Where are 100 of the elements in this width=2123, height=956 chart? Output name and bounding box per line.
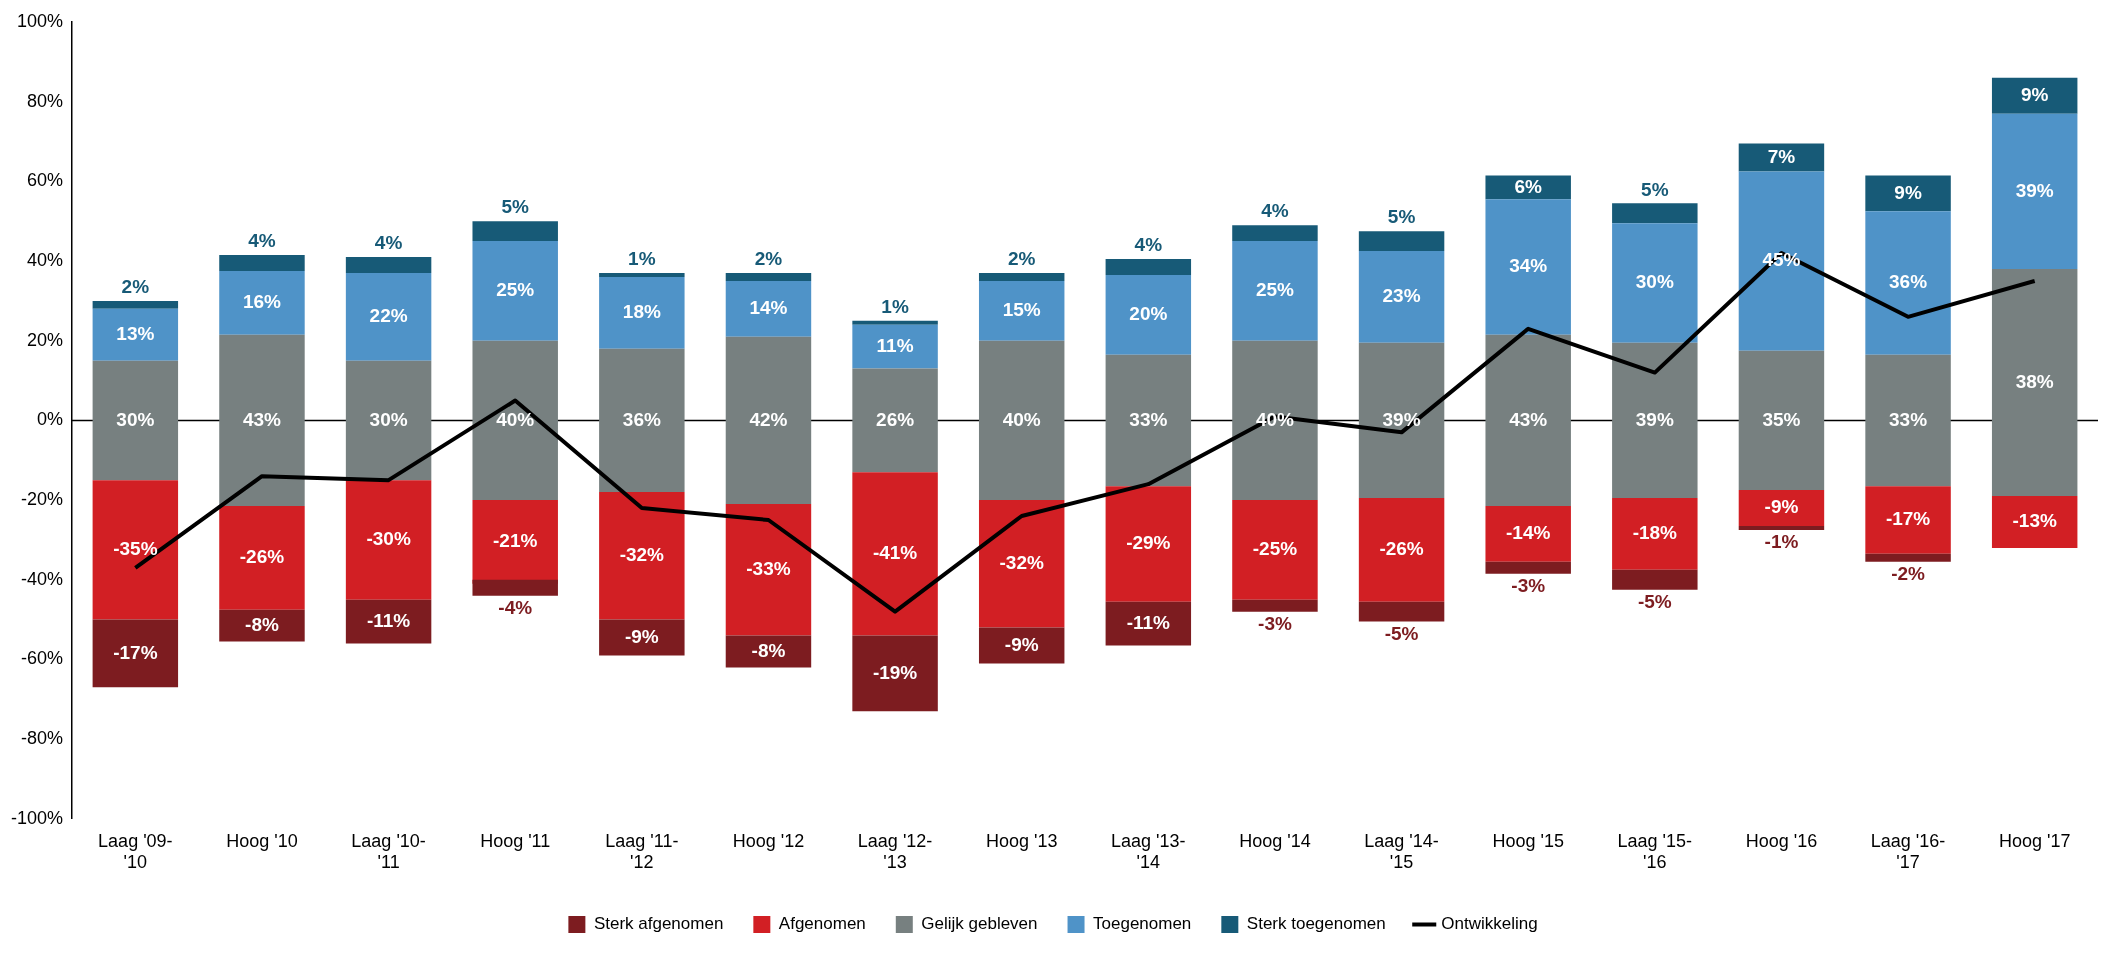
data-label: -41%: [872, 542, 918, 564]
data-label: 36%: [622, 408, 661, 430]
data-label: 4%: [374, 232, 403, 254]
data-label: 40%: [1002, 408, 1041, 430]
x-tick-label: Laag '13-'14: [1111, 830, 1186, 873]
data-label: -3%: [1258, 612, 1292, 634]
data-label: -21%: [493, 530, 538, 552]
data-label: 13%: [116, 322, 155, 344]
x-tick-label: Hoog '11: [480, 830, 551, 851]
data-label: 30%: [369, 408, 408, 430]
data-label: -1%: [1764, 531, 1799, 553]
y-tick-label: 80%: [27, 90, 64, 111]
data-label: -29%: [1126, 532, 1171, 554]
data-label: 5%: [1641, 178, 1669, 200]
data-label: 34%: [1509, 255, 1548, 277]
data-label: 43%: [1509, 408, 1548, 430]
data-label: 33%: [1129, 408, 1168, 430]
y-tick-label: 60%: [27, 170, 64, 191]
data-label: 38%: [2015, 370, 2054, 392]
legend-label: Ontwikkeling: [1441, 914, 1538, 934]
data-label: 23%: [1382, 285, 1421, 307]
data-label: 7%: [1767, 145, 1796, 167]
legend-label: Gelijk gebleven: [921, 914, 1038, 934]
data-label: 30%: [116, 408, 155, 430]
data-label: -5%: [1637, 590, 1672, 612]
y-tick-label: 40%: [27, 250, 64, 271]
x-tick-label: Hoog '13: [985, 830, 1058, 851]
data-label: 4%: [248, 230, 276, 252]
data-label: 43%: [242, 408, 282, 430]
data-label: 42%: [749, 408, 788, 430]
data-label: 2%: [754, 248, 783, 270]
x-tick-label: Hoog '16: [1745, 830, 1818, 851]
data-label: -33%: [746, 558, 791, 580]
data-label: 40%: [496, 408, 535, 430]
data-label: 25%: [1255, 279, 1295, 301]
data-label: 5%: [501, 196, 530, 218]
data-label: 15%: [1002, 299, 1041, 321]
y-tick-label: 100%: [16, 10, 64, 31]
data-label: -18%: [1632, 522, 1678, 544]
data-label: -17%: [1885, 508, 1931, 530]
x-tick-label: Laag '15-'16: [1617, 830, 1693, 873]
x-tick-label: Hoog '15: [1492, 830, 1564, 851]
data-label: 11%: [876, 334, 914, 356]
data-label: 26%: [876, 408, 915, 430]
data-label: -35%: [113, 538, 158, 560]
data-label: 33%: [1889, 408, 1928, 430]
y-tick-label: 0%: [37, 409, 64, 430]
data-label: 25%: [496, 279, 535, 301]
data-label: 20%: [1129, 303, 1168, 325]
data-label: 5%: [1387, 206, 1416, 228]
x-tick-label: Hoog '12: [732, 830, 805, 851]
data-label: 39%: [2015, 179, 2054, 201]
data-label: -14%: [1506, 522, 1551, 544]
data-label: 22%: [369, 305, 408, 327]
data-label: -32%: [619, 544, 665, 566]
data-label: 2%: [1007, 248, 1036, 270]
y-tick-label: -60%: [21, 648, 64, 669]
data-label: -8%: [751, 639, 786, 661]
data-label: -4%: [498, 596, 533, 618]
data-label: 36%: [1889, 271, 1928, 293]
y-tick-label: -40%: [21, 568, 64, 589]
data-label: 1%: [881, 296, 909, 318]
data-label: 6%: [1514, 175, 1543, 197]
data-label: -2%: [1891, 563, 1926, 585]
data-label: -13%: [2012, 510, 2057, 532]
data-label: -5%: [1384, 622, 1419, 644]
legend-label: Toegenomen: [1093, 914, 1192, 934]
legend-label: Sterk afgenomen: [593, 914, 724, 934]
data-label: -9%: [1004, 633, 1039, 655]
data-label: 30%: [1635, 271, 1674, 293]
data-label: -30%: [366, 528, 411, 550]
y-tick-label: -20%: [21, 489, 64, 510]
data-label: 1%: [628, 248, 656, 270]
data-label: -25%: [1252, 538, 1298, 560]
data-label: 2%: [121, 276, 150, 298]
data-label: 9%: [2020, 83, 2049, 105]
data-label: -19%: [872, 661, 918, 683]
data-label: 14%: [749, 297, 788, 319]
data-label: -9%: [624, 625, 659, 647]
x-tick-label: Laag '16-'17: [1870, 830, 1946, 873]
data-label: 4%: [1261, 200, 1289, 222]
y-tick-label: 20%: [27, 329, 64, 350]
data-label: -17%: [113, 641, 158, 663]
data-label: 35%: [1762, 408, 1801, 430]
x-tick-label: Laag '10-'11: [351, 830, 426, 873]
x-tick-label: Hoog '17: [1998, 830, 2071, 851]
data-label: 39%: [1635, 408, 1674, 430]
data-label: -3%: [1511, 575, 1546, 597]
data-label: -11%: [1126, 611, 1171, 633]
y-tick-label: -80%: [21, 728, 64, 749]
y-tick-label: -100%: [11, 807, 64, 828]
data-label: -32%: [999, 552, 1044, 574]
data-label: 16%: [242, 291, 282, 313]
x-tick-label: Laag '09-'10: [98, 830, 173, 873]
data-label: -8%: [245, 613, 279, 635]
legend-label: Sterk toegenomen: [1246, 914, 1386, 934]
x-tick-label: Laag '14-'15: [1364, 830, 1439, 873]
x-tick-label: Hoog '10: [226, 830, 298, 851]
data-label: 4%: [1134, 234, 1163, 256]
data-label: -9%: [1764, 496, 1799, 518]
